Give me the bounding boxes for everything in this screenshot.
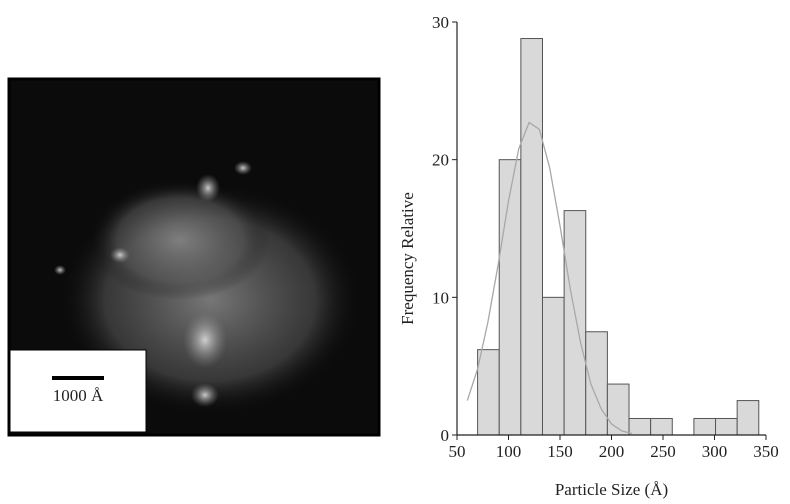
x-tick-label: 250: [650, 442, 676, 461]
x-tick-label: 350: [753, 442, 779, 461]
bar: [520, 38, 543, 436]
fit-curve: [466, 121, 633, 435]
scale-label: 1000 Å: [53, 386, 104, 405]
bar: [563, 210, 587, 436]
bar: [693, 417, 717, 436]
x-tick-label: 50: [449, 442, 466, 461]
bar: [736, 400, 760, 436]
y-tick-label: 30: [432, 13, 449, 32]
bar: [541, 296, 565, 436]
histogram-chart: 0 10 20 30 50 100 150 200 250 300 350 Particle Size…: [398, 13, 779, 499]
x-tick-label: 200: [599, 442, 625, 461]
x-tick-label: 100: [496, 442, 522, 461]
x-tick-label: 150: [547, 442, 573, 461]
y-tick-label: 10: [432, 288, 449, 307]
bar: [628, 417, 652, 436]
y-tick-label: 20: [432, 151, 449, 170]
y-tick-label: 0: [441, 426, 450, 445]
x-axis-label: Particle Size (Å): [555, 480, 668, 499]
x-tick-label: 300: [702, 442, 728, 461]
bar: [715, 417, 738, 436]
bar: [477, 349, 500, 436]
micrograph: 1000 Å: [7, 77, 381, 437]
y-axis-label: Frequency Relative: [398, 192, 417, 325]
bar: [585, 331, 608, 436]
bar: [650, 417, 673, 436]
bar: [498, 159, 522, 436]
bar: [606, 383, 630, 436]
